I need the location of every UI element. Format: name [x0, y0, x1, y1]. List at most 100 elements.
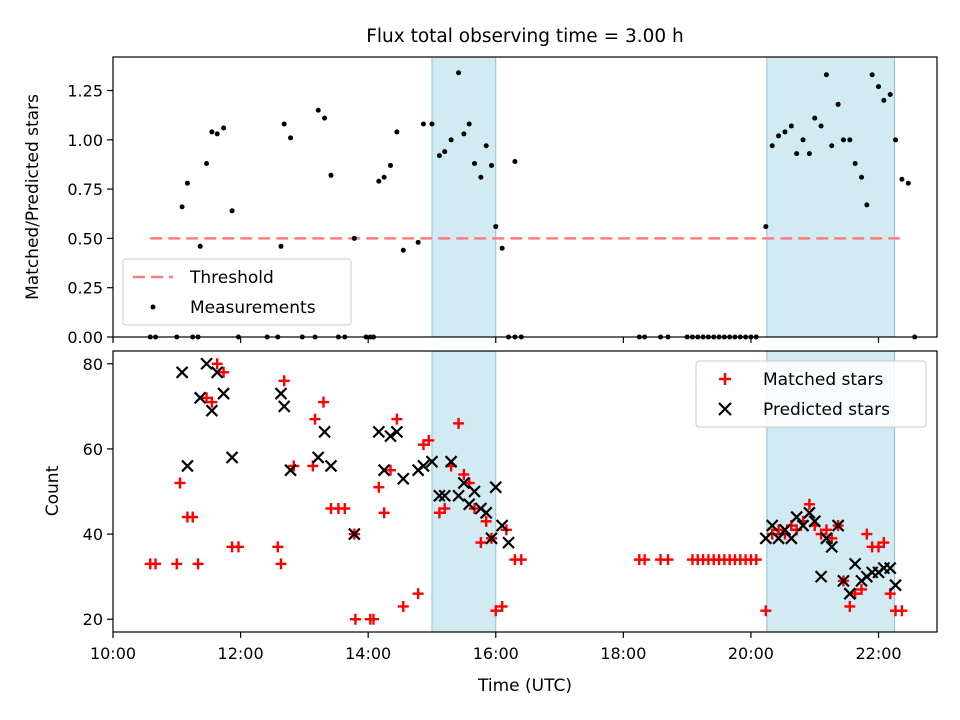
- matched-star-point-31: [397, 600, 409, 612]
- predicted-star-point-1: [181, 459, 194, 473]
- matched-star-point-45: [490, 605, 502, 617]
- predicted-star-point-5: [210, 366, 224, 379]
- legend-matched-label: Matched stars: [763, 370, 883, 390]
- predicted-star-point-32: [485, 532, 498, 545]
- measurement-point-87: [852, 160, 858, 166]
- measurement-point-39: [442, 149, 448, 155]
- measurement-point-95: [899, 176, 905, 182]
- predicted-star-point-35: [502, 536, 515, 549]
- top-y-tick-label-2: 0.50: [67, 229, 103, 248]
- predicted-star-point-25: [444, 455, 458, 468]
- legend-predicted-label: Predicted stars: [763, 400, 890, 420]
- matched-star-point-42: [475, 537, 487, 549]
- top-y-tick-label-5: 1.25: [67, 82, 103, 101]
- bottom-x-tick-label-2: 14:00: [345, 644, 391, 663]
- measurement-point-96: [905, 180, 911, 186]
- predicted-star-point-37: [765, 519, 779, 532]
- matched-star-point-46: [496, 600, 508, 612]
- measurement-point-77: [794, 151, 800, 157]
- matched-star-point-1: [150, 558, 162, 570]
- bottom-legend-box: [695, 360, 927, 428]
- measurement-point-75: [782, 129, 788, 135]
- predicted-star-point-48: [831, 519, 845, 532]
- predicted-star-point-43: [803, 506, 816, 520]
- measurement-point-46: [483, 143, 489, 149]
- top-shaded-interval-0: [431, 56, 497, 338]
- predicted-star-point-33: [489, 480, 503, 494]
- measurement-point-26: [351, 235, 357, 241]
- predicted-star-point-23: [433, 489, 446, 503]
- top-shaded-regions: [431, 56, 895, 338]
- measurement-point-22: [322, 115, 328, 121]
- measurement-point-35: [415, 239, 421, 245]
- predicted-star-point-42: [796, 519, 810, 532]
- measurement-point-43: [466, 121, 472, 127]
- matched-star-point-29: [385, 464, 397, 476]
- predicted-star-point-14: [348, 527, 361, 541]
- measurement-point-82: [823, 72, 829, 78]
- matched-star-point-32: [412, 588, 424, 600]
- measurement-point-17: [281, 121, 287, 127]
- measurement-point-10: [214, 131, 220, 137]
- predicted-star-point-3: [200, 357, 213, 371]
- predicted-star-point-57: [883, 561, 897, 575]
- predicted-star-point-36: [759, 532, 773, 545]
- bottom-panel: 20 40 60 80 10:00 12:00 14:00 16:00 18:00 20:00 2…: [43, 350, 938, 696]
- matched-star-point-77: [820, 524, 832, 536]
- predicted-star-point-44: [808, 515, 822, 528]
- matched-star-point-3: [174, 477, 186, 489]
- measurement-point-23: [328, 172, 334, 178]
- measurement-point-21: [315, 107, 321, 113]
- bottom-y-tick-label-0: 20: [83, 610, 103, 629]
- bottom-x-tick-label-0: 10:00: [90, 644, 136, 663]
- top-panel: Flux total observing time = 3.00 h 0.000…: [23, 26, 938, 347]
- bottom-x-tick-label-1: 12:00: [218, 644, 264, 663]
- predicted-star-point-46: [820, 532, 833, 545]
- bottom-legend: Matched stars Predicted stars: [695, 360, 927, 428]
- measurement-point-78: [800, 137, 806, 143]
- matched-star-point-6: [192, 558, 204, 570]
- matched-star-point-51: [639, 554, 651, 566]
- matched-star-point-22: [339, 503, 351, 515]
- matched-star-point-9: [211, 358, 223, 370]
- measurement-point-3: [179, 204, 185, 210]
- measurement-point-94: [893, 137, 899, 143]
- matched-star-point-26: [367, 613, 379, 625]
- measurement-point-31: [381, 174, 387, 180]
- bottom-x-axis-label: Time (UTC): [477, 676, 572, 696]
- matched-star-point-49: [515, 554, 527, 566]
- matched-star-point-36: [439, 503, 451, 515]
- matched-star-point-38: [453, 417, 465, 429]
- top-legend-box: [122, 258, 352, 326]
- predicted-star-point-2: [193, 391, 207, 405]
- measurement-point-37: [429, 121, 435, 127]
- bottom-y-tick-label-2: 60: [83, 440, 103, 459]
- bottom-axes-frame: [112, 350, 938, 633]
- measurement-point-38: [436, 153, 442, 159]
- predicted-star-point-9: [277, 400, 291, 413]
- measurement-point-44: [471, 160, 477, 166]
- measurement-point-93: [887, 91, 893, 97]
- bottom-x-axis: 10:00 12:00 14:00 16:00 18:00 20:00 22:00: [90, 632, 902, 663]
- predicted-star-point-7: [225, 451, 239, 464]
- matched-star-point-24: [349, 613, 361, 625]
- predicted-star-point-50: [843, 587, 857, 600]
- bottom-y-tick-label-3: 80: [83, 355, 103, 374]
- matched-star-point-19: [318, 396, 330, 408]
- measurement-point-80: [812, 115, 818, 121]
- matched-star-point-90: [896, 605, 908, 617]
- top-axes-frame: [112, 56, 938, 338]
- matched-star-point-81: [844, 600, 856, 612]
- top-y-tick-label-3: 0.75: [67, 180, 103, 199]
- measurement-point-92: [881, 97, 887, 103]
- bottom-x-tick-label-4: 18:00: [600, 644, 646, 663]
- top-y-axis-label: Matched/Predicted stars: [23, 94, 43, 300]
- matched-star-point-28: [378, 507, 390, 519]
- bottom-y-axis: 20 40 60 80: [83, 355, 113, 629]
- top-y-tick-label-0: 0.00: [67, 328, 103, 347]
- predicted-star-point-40: [785, 532, 798, 545]
- measurement-point-86: [847, 137, 853, 143]
- matched-star-point-15: [278, 375, 290, 387]
- legend-measurements-label: Measurements: [190, 298, 316, 318]
